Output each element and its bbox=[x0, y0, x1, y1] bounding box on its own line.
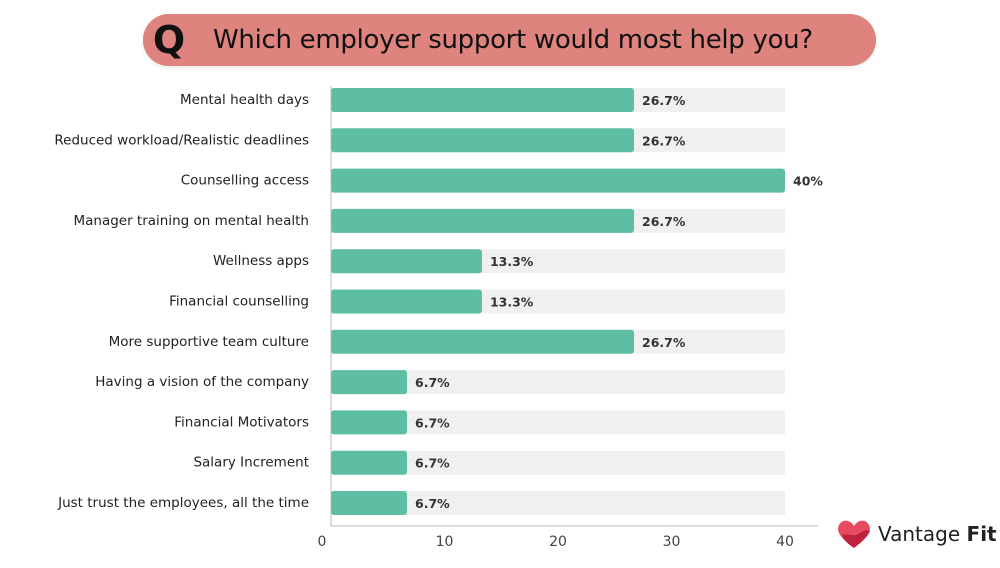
category-label: Mental health days bbox=[180, 92, 309, 108]
bar bbox=[331, 410, 408, 435]
category-label: More supportive team culture bbox=[109, 334, 309, 350]
category-label: Manager training on mental health bbox=[73, 213, 309, 229]
category-label: Financial Motivators bbox=[174, 414, 309, 430]
category-label: Wellness apps bbox=[213, 253, 309, 269]
brand-logo: Vantage Fit bbox=[836, 518, 997, 550]
value-label: 6.7% bbox=[415, 375, 450, 390]
value-label: 6.7% bbox=[415, 415, 450, 430]
x-tick-label: 0 bbox=[318, 534, 327, 550]
x-tick-label: 10 bbox=[436, 534, 454, 550]
bar bbox=[331, 168, 785, 193]
value-label: 13.3% bbox=[490, 254, 534, 269]
question-badge-letter: Q bbox=[152, 18, 186, 62]
brand-name-bold: Fit bbox=[966, 522, 997, 546]
value-label: 26.7% bbox=[642, 93, 686, 108]
bar bbox=[331, 491, 408, 515]
chart-title: Which employer support would most help y… bbox=[213, 25, 813, 55]
value-label: 26.7% bbox=[642, 214, 686, 229]
bar bbox=[331, 249, 482, 274]
category-label: Salary Increment bbox=[193, 455, 309, 471]
brand-name-light: Vantage bbox=[878, 522, 961, 546]
category-label: Just trust the employees, all the time bbox=[57, 495, 309, 511]
bar bbox=[331, 88, 635, 112]
value-label: 13.3% bbox=[490, 295, 534, 310]
x-tick-label: 40 bbox=[776, 534, 794, 550]
bar bbox=[331, 289, 482, 314]
category-label: Counselling access bbox=[181, 173, 309, 189]
brand-name: Vantage Fit bbox=[878, 522, 997, 546]
bar bbox=[331, 450, 408, 475]
bar bbox=[331, 208, 635, 233]
question-badge: Q bbox=[143, 14, 195, 66]
category-label: Reduced workload/Realistic deadlines bbox=[54, 132, 309, 148]
value-label: 26.7% bbox=[642, 335, 686, 350]
value-label: 6.7% bbox=[415, 496, 450, 511]
value-label: 40% bbox=[793, 174, 823, 189]
value-label: 6.7% bbox=[415, 456, 450, 471]
bar bbox=[331, 370, 408, 395]
value-label: 26.7% bbox=[642, 133, 686, 148]
heart-logo-icon bbox=[838, 520, 870, 548]
bar bbox=[331, 329, 635, 354]
x-tick-label: 20 bbox=[549, 534, 567, 550]
bar bbox=[331, 128, 635, 153]
question-banner: Q Which employer support would most help… bbox=[143, 14, 876, 66]
x-tick-label: 30 bbox=[663, 534, 681, 550]
category-label: Financial counselling bbox=[169, 294, 309, 310]
category-label: Having a vision of the company bbox=[95, 374, 309, 390]
